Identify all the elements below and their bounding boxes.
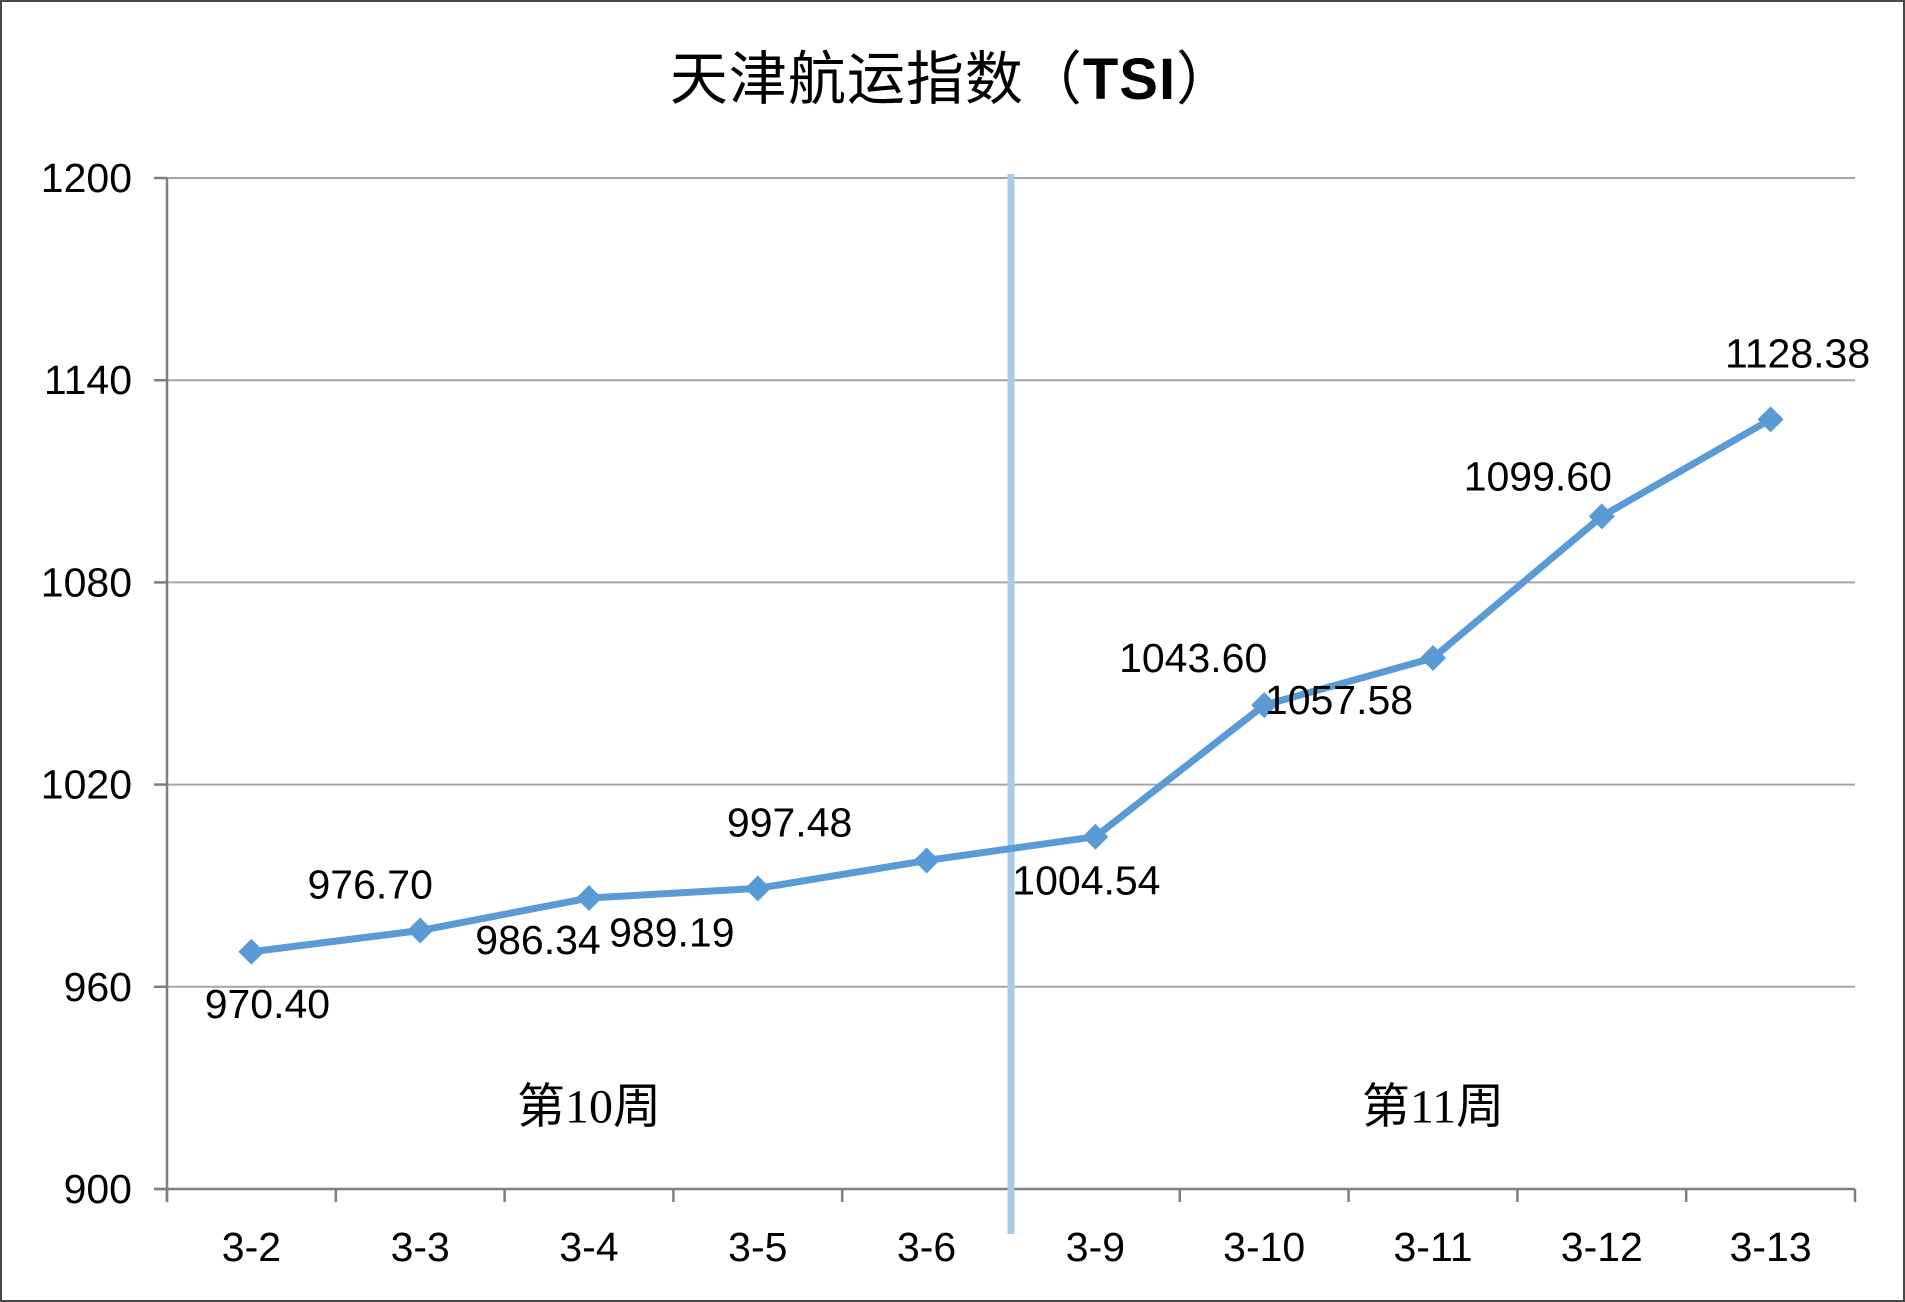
x-axis-label: 3-2 [222, 1224, 281, 1270]
chart-title-close-paren: ） [1176, 47, 1236, 112]
y-axis-label: 960 [64, 964, 132, 1010]
data-point-label: 1128.38 [1725, 330, 1870, 376]
data-point-marker [1757, 406, 1784, 433]
x-axis-label: 3-6 [897, 1224, 956, 1270]
data-point-label: 1004.54 [1012, 858, 1160, 904]
x-axis-label: 3-10 [1223, 1224, 1305, 1270]
data-point-marker [238, 938, 265, 965]
data-point-marker [576, 885, 602, 912]
x-axis-label: 3-12 [1561, 1224, 1643, 1270]
data-point-label: 1043.60 [1119, 635, 1267, 681]
data-point-marker [407, 917, 434, 944]
x-axis-label: 3-5 [728, 1224, 787, 1270]
y-axis-label: 1200 [41, 155, 132, 201]
data-point-label: 976.70 [307, 862, 432, 908]
data-point-marker [1251, 692, 1278, 719]
y-axis-label: 1020 [41, 762, 132, 808]
data-point-label: 1099.60 [1464, 453, 1612, 499]
data-point-marker [744, 875, 771, 902]
data-point-label: 989.19 [609, 909, 734, 955]
week-annotation: 第10周 [517, 1081, 661, 1134]
week-annotation: 第11周 [1362, 1081, 1504, 1134]
data-point-marker [1420, 644, 1446, 671]
data-point-marker [913, 847, 940, 874]
data-point-label: 997.48 [727, 799, 852, 845]
x-axis-label: 3-9 [1066, 1224, 1125, 1270]
y-axis-label: 900 [64, 1166, 132, 1212]
y-axis-label: 1080 [41, 559, 132, 605]
chart-title: 天津航运指数（TSI） [2, 32, 1903, 116]
x-axis-label: 3-3 [391, 1224, 450, 1270]
series-line [247, 415, 1775, 956]
data-point-label: 970.40 [205, 981, 330, 1027]
data-point-label: 1057.58 [1265, 677, 1413, 723]
data-point-marker [1588, 503, 1615, 530]
x-axis-label: 3-11 [1393, 1224, 1472, 1270]
x-axis-label: 3-13 [1730, 1224, 1812, 1270]
x-axis-label: 3-4 [559, 1224, 618, 1270]
chart-title-tsi: TSI [1082, 47, 1177, 112]
data-point-marker [1082, 823, 1109, 850]
chart-title-text: 天津航运指数（ [669, 47, 1083, 112]
data-point-label: 986.34 [475, 917, 600, 963]
y-axis-label: 1140 [44, 357, 132, 403]
